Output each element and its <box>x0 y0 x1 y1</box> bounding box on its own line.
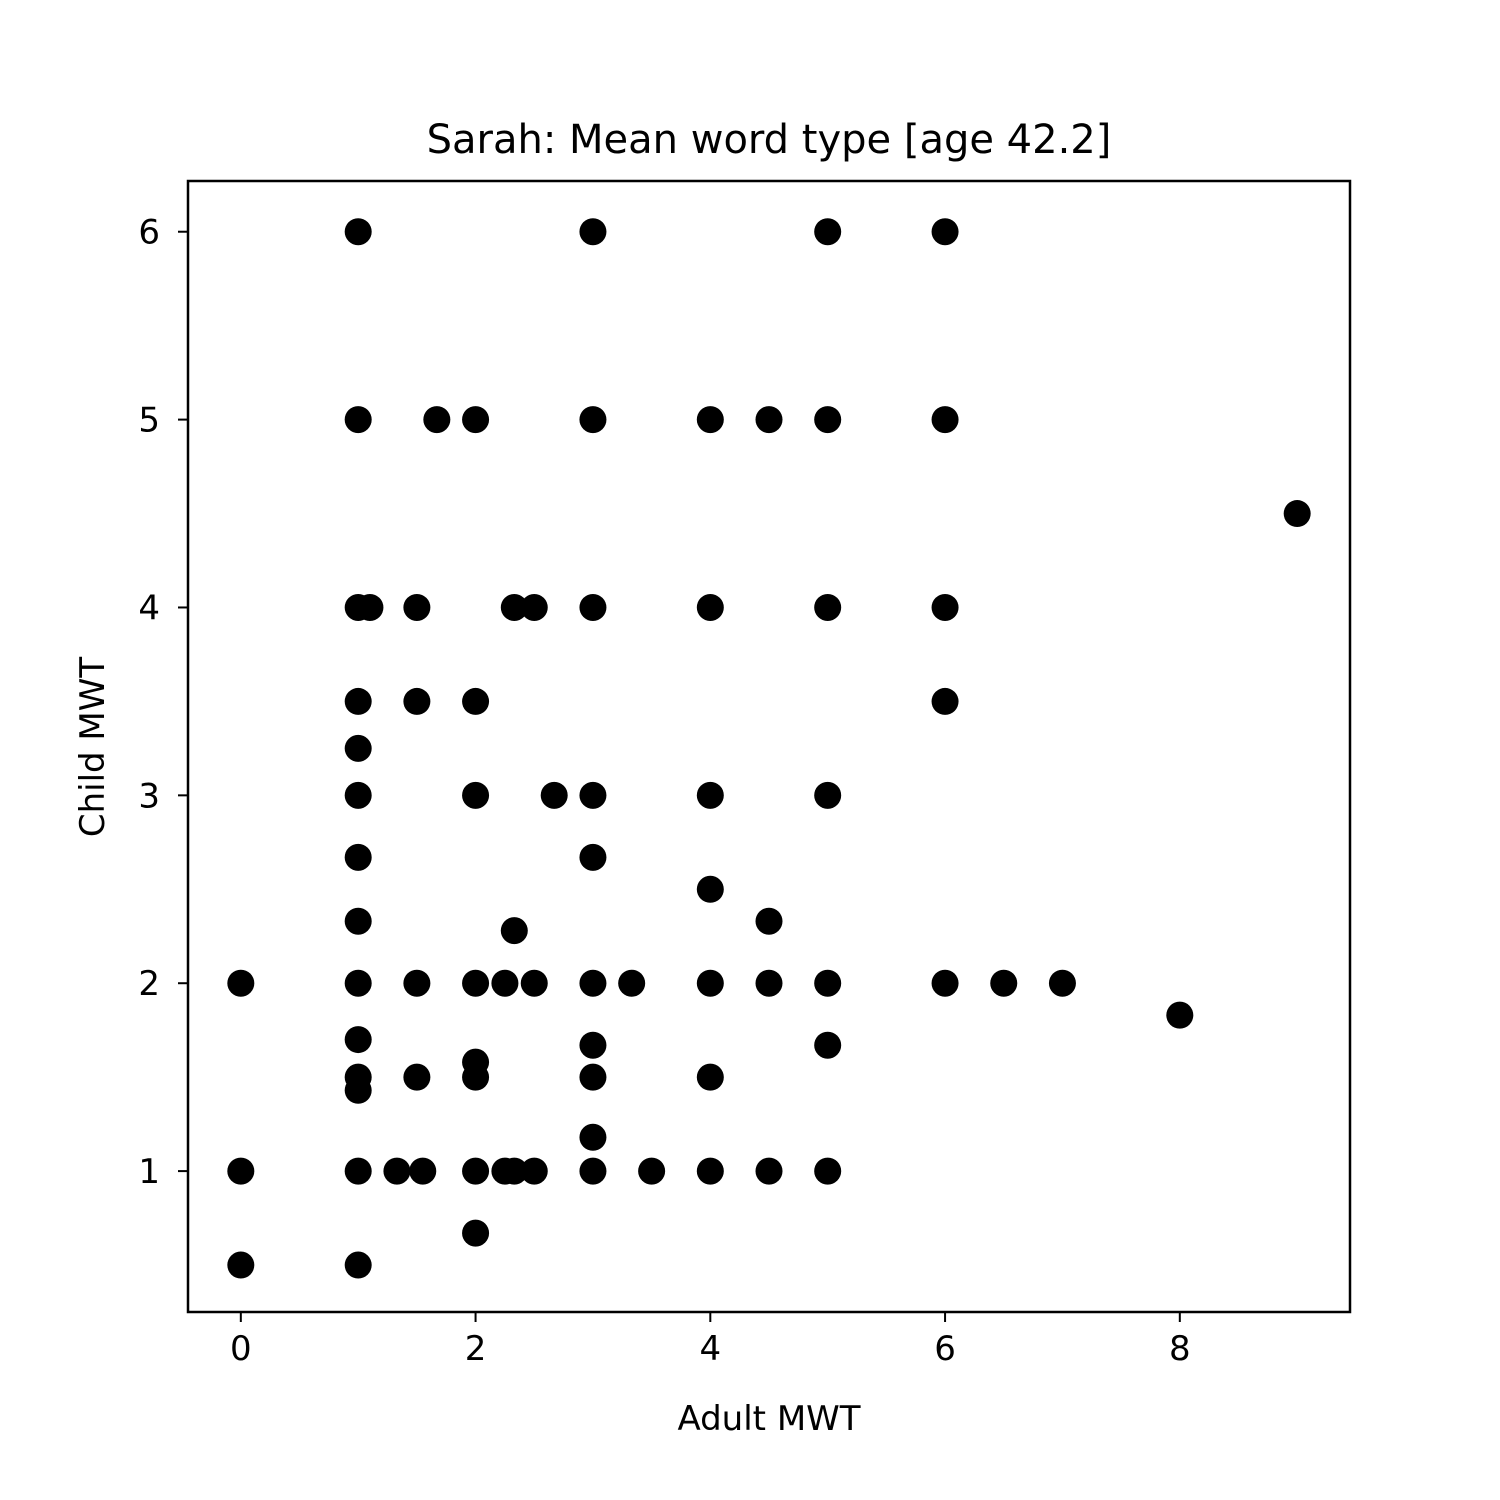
scatter-point <box>814 218 842 246</box>
scatter-point <box>344 687 372 715</box>
scatter-point <box>1166 1001 1194 1029</box>
scatter-point <box>579 1031 607 1059</box>
y-tick-label: 3 <box>138 776 160 816</box>
scatter-point <box>931 218 959 246</box>
scatter-point <box>500 593 528 621</box>
x-tick-label: 8 <box>1169 1329 1191 1369</box>
scatter-point <box>227 1251 255 1279</box>
scatter-point <box>814 593 842 621</box>
scatter-point <box>931 593 959 621</box>
scatter-point <box>344 781 372 809</box>
scatter-point <box>931 687 959 715</box>
scatter-point <box>403 969 431 997</box>
scatter-point <box>344 734 372 762</box>
scatter-point <box>579 1063 607 1091</box>
scatter-point <box>814 969 842 997</box>
axis-ticks: 0 2 4 6 8 1 2 3 4 5 6 <box>138 213 1190 1369</box>
scatter-point <box>462 1219 490 1247</box>
y-tick-label: 6 <box>138 213 160 253</box>
chart-title: Sarah: Mean word type [age 42.2] <box>427 117 1112 163</box>
scatter-point <box>696 1157 724 1185</box>
scatter-point <box>755 406 783 434</box>
scatter-point <box>356 593 384 621</box>
scatter-point <box>383 1157 411 1185</box>
scatter-point <box>423 406 451 434</box>
y-axis-label: Child MWT <box>73 657 113 838</box>
scatter-point <box>579 969 607 997</box>
scatter-point <box>344 218 372 246</box>
scatter-point <box>520 1157 548 1185</box>
scatter-point <box>579 1157 607 1185</box>
scatter-point <box>344 843 372 871</box>
scatter-point <box>403 687 431 715</box>
scatter-point <box>1048 969 1076 997</box>
x-tick-label: 4 <box>699 1329 721 1369</box>
y-tick-label: 1 <box>138 1152 160 1192</box>
scatter-point <box>696 406 724 434</box>
scatter-point <box>520 969 548 997</box>
x-axis-label: Adult MWT <box>677 1399 860 1439</box>
scatter-point <box>344 969 372 997</box>
scatter-point <box>403 593 431 621</box>
scatter-point <box>520 593 548 621</box>
scatter-point <box>579 843 607 871</box>
plot-frame <box>186 179 1352 1314</box>
scatter-point <box>462 969 490 997</box>
scatter-point <box>755 907 783 935</box>
scatter-point <box>696 781 724 809</box>
scatter-point <box>462 406 490 434</box>
x-tick-label: 2 <box>465 1329 487 1369</box>
x-tick-label: 0 <box>230 1329 252 1369</box>
scatter-point <box>579 1123 607 1151</box>
scatter-point <box>579 593 607 621</box>
scatter-point <box>500 1157 528 1185</box>
scatter-point <box>638 1157 666 1185</box>
scatter-point <box>696 1063 724 1091</box>
scatter-point <box>814 406 842 434</box>
scatter-point <box>462 1063 490 1091</box>
scatter-point <box>344 1076 372 1104</box>
scatter-point <box>814 781 842 809</box>
scatter-point <box>344 907 372 935</box>
scatter-point <box>814 1031 842 1059</box>
scatter-point <box>1283 500 1311 528</box>
scatter-point <box>540 781 568 809</box>
scatter-point <box>579 406 607 434</box>
scatter-point <box>344 1157 372 1185</box>
scatter-point <box>618 969 646 997</box>
scatter-point <box>491 969 519 997</box>
scatter-point <box>409 1157 437 1185</box>
scatter-point <box>500 917 528 945</box>
scatter-point <box>755 969 783 997</box>
y-tick-label: 2 <box>138 964 160 1004</box>
scatter-point <box>462 781 490 809</box>
scatter-point <box>814 1157 842 1185</box>
x-tick-label: 6 <box>934 1329 956 1369</box>
scatter-point <box>755 1157 783 1185</box>
scatter-point <box>931 969 959 997</box>
scatter-point <box>462 687 490 715</box>
scatter-point <box>696 875 724 903</box>
scatter-point <box>227 1157 255 1185</box>
scatter-point <box>990 969 1018 997</box>
y-tick-label: 5 <box>138 401 160 441</box>
scatter-point <box>579 781 607 809</box>
scatter-point <box>344 1251 372 1279</box>
y-tick-label: 4 <box>138 588 160 628</box>
scatter-point <box>696 969 724 997</box>
scatter-point <box>403 1063 431 1091</box>
scatter-point <box>344 1026 372 1054</box>
scatter-point <box>931 406 959 434</box>
scatter-point <box>696 593 724 621</box>
data-points <box>227 218 1311 1279</box>
scatter-point <box>579 218 607 246</box>
scatter-point <box>344 406 372 434</box>
scatter-point <box>462 1157 490 1185</box>
scatter-point <box>227 969 255 997</box>
